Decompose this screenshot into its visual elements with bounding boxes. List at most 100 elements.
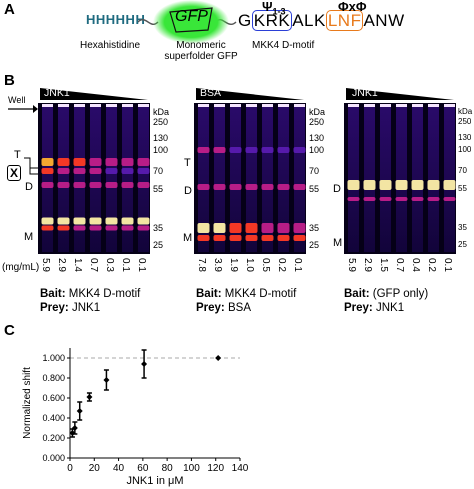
data-point [76, 408, 83, 414]
x-tick-label: 20 [89, 463, 101, 474]
gel-2-marker-250: 250 [309, 117, 325, 127]
seq-krk: KRK [251, 10, 293, 31]
seq-lnf: LNF [325, 10, 364, 31]
gel-2-marker-25: 25 [309, 240, 320, 250]
y-tick-label: 0.800 [42, 373, 65, 383]
lane-concentration-label: 0.5 [260, 258, 271, 272]
gel-band [277, 147, 290, 153]
gel-3-marker-55: 55 [458, 184, 467, 193]
gel-1-marker-35: 35 [153, 223, 164, 233]
gel-band [229, 184, 242, 190]
gel-band [277, 184, 290, 190]
gel-band [121, 217, 134, 225]
y-tick-label: 1.000 [42, 353, 65, 363]
band-m-label: M [24, 231, 34, 243]
gel-band [229, 147, 242, 153]
gel-band [197, 235, 210, 241]
gel-2-bait-label: Bait: [196, 288, 222, 300]
gel-3-bait-label: Bait: [344, 288, 370, 300]
gel-band [57, 182, 70, 188]
gel-band [137, 225, 150, 231]
gel-2-marker-35: 35 [309, 223, 320, 233]
gel-band [261, 223, 274, 233]
gel-band [105, 217, 118, 225]
gel-band [261, 235, 274, 241]
gel-band [293, 235, 306, 241]
gel-1-caption: Bait: MKK4 D-motif Prey: JNK1 [40, 287, 140, 315]
gel-band [57, 225, 70, 231]
gel-band [137, 168, 150, 174]
psi-symbol: Ψ [262, 0, 273, 14]
lane-concentration-label: 2.9 [362, 258, 373, 272]
gel-lane [230, 105, 241, 252]
gel-3-caption: Bait: (GFP only) Prey: JNK1 [344, 287, 428, 315]
gel-band [57, 168, 70, 174]
gel-lane [348, 105, 359, 252]
d-motif-sequence: G KRK ALK LNF ANW [238, 10, 405, 31]
gel-lane [42, 105, 53, 252]
gel-lane [74, 105, 85, 252]
x-tick-label: 120 [207, 463, 224, 474]
gel-band [89, 168, 102, 174]
gel-1-wedge [40, 88, 148, 100]
lane-concentration-label: 0.1 [136, 258, 147, 272]
gel-band [379, 197, 392, 201]
gel-band [347, 197, 360, 201]
gel-band [73, 225, 86, 231]
gel-2-prey: BSA [227, 302, 251, 314]
lane-concentration-label: 0.7 [394, 258, 405, 272]
psi-label: Ψ1-3 [262, 0, 286, 17]
gel-2-title: BSA [200, 87, 222, 99]
gel-1-title: JNK1 [44, 87, 70, 99]
lane-concentration-label: 2.9 [56, 258, 67, 272]
lane-concentration-label: 0.2 [426, 258, 437, 272]
gel-band [73, 158, 86, 166]
gel-band [379, 180, 392, 190]
gel-2-kda-unit: kDa [309, 107, 326, 117]
gel-band [213, 147, 226, 153]
gel-band [105, 168, 118, 174]
lane-concentration-label: 0.3 [104, 258, 115, 272]
x-tick-label: 60 [137, 463, 149, 474]
lane-concentration-label: 1.9 [228, 258, 239, 272]
gel-band [443, 197, 456, 201]
gel-2-bait: MKK4 D-motif [224, 288, 297, 300]
his-caption: Hexahistidine [80, 40, 141, 51]
gel-band [395, 180, 408, 190]
well-label: Well [8, 95, 26, 105]
panel-a-letter: A [4, 1, 15, 18]
psi-subscript: 1-3 [272, 6, 286, 17]
gel-band [245, 147, 258, 153]
binding-chart: 0 20 40 60 80 100 120 140 0.000 0.200 0.400 0.600 0.… [22, 348, 249, 487]
gel-band [89, 158, 102, 166]
lane-concentration-label: 1.4 [72, 258, 83, 272]
gel-band [277, 223, 290, 233]
gel-3-marker-35: 35 [458, 223, 467, 232]
gel-2-image [194, 103, 306, 254]
gel-3-wedge [346, 88, 454, 100]
gel-band [105, 182, 118, 188]
gel-3-band-d-label: D [333, 183, 341, 195]
y-axis-label: Normalized shift [22, 367, 33, 439]
gel-lane [90, 105, 101, 252]
data-point [103, 377, 110, 383]
gel-2-wedge [196, 88, 304, 100]
well-arrow-icon [8, 105, 38, 113]
gel-band [121, 225, 134, 231]
gel-band [245, 235, 258, 241]
conc-unit: (mg/mL) [2, 262, 40, 273]
gel-1-marker-55: 55 [153, 184, 164, 194]
lane-concentration-label: 5.9 [40, 258, 51, 272]
gel-band [213, 235, 226, 241]
y-tick-label: 0.600 [42, 393, 65, 403]
lane-concentration-label: 1.0 [244, 258, 255, 272]
lane-concentration-label: 1.5 [378, 258, 389, 272]
x-tick-label: 80 [162, 463, 174, 474]
y-tick-label: 0.400 [42, 413, 65, 423]
band-t-label: T [14, 149, 21, 161]
gel-lane [294, 105, 305, 252]
gel-band [277, 235, 290, 241]
gel-band [73, 182, 86, 188]
y-tick-label: 0.000 [42, 453, 65, 463]
gel-band [57, 158, 70, 166]
